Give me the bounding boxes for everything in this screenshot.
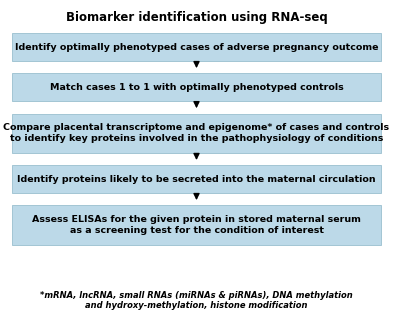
FancyBboxPatch shape	[12, 165, 381, 193]
Text: Assess ELISAs for the given protein in stored maternal serum
as a screening test: Assess ELISAs for the given protein in s…	[32, 215, 361, 235]
Text: *mRNA, lncRNA, small RNAs (miRNAs & piRNAs), DNA methylation: *mRNA, lncRNA, small RNAs (miRNAs & piRN…	[40, 291, 353, 300]
Text: Identify optimally phenotyped cases of adverse pregnancy outcome: Identify optimally phenotyped cases of a…	[15, 43, 378, 52]
Text: Compare placental transcriptome and epigenome* of cases and controls
to identify: Compare placental transcriptome and epig…	[4, 123, 389, 143]
FancyBboxPatch shape	[12, 33, 381, 61]
FancyBboxPatch shape	[12, 205, 381, 245]
FancyBboxPatch shape	[12, 114, 381, 153]
Text: Match cases 1 to 1 with optimally phenotyped controls: Match cases 1 to 1 with optimally phenot…	[50, 83, 343, 92]
Text: Identify proteins likely to be secreted into the maternal circulation: Identify proteins likely to be secreted …	[17, 175, 376, 184]
FancyBboxPatch shape	[12, 73, 381, 101]
Text: Biomarker identification using RNA-seq: Biomarker identification using RNA-seq	[66, 11, 327, 24]
Text: and hydroxy-methylation, histone modification: and hydroxy-methylation, histone modific…	[85, 301, 308, 310]
